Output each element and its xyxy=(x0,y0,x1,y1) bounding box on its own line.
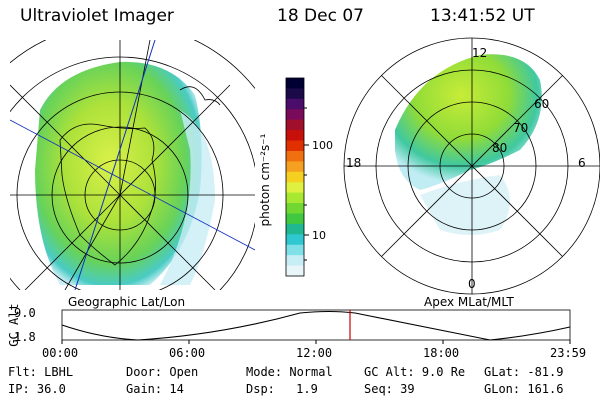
geographic-map xyxy=(10,40,255,290)
param-door: Door: Open xyxy=(126,365,199,379)
colorbar-segment xyxy=(286,182,304,194)
timeline-tick-0: 00:00 xyxy=(42,346,79,360)
timeline-tick-3: 18:00 xyxy=(423,346,460,360)
timeline-ymax: 9.0 xyxy=(14,306,36,320)
param-seq: Seq: 39 xyxy=(364,382,415,396)
colorbar-segment xyxy=(286,88,304,100)
timeline-ylabel: GC Alt xyxy=(7,303,21,347)
param-dsp: Dsp: 1.9 xyxy=(246,382,318,396)
colorbar-segment xyxy=(286,255,304,267)
colorbar-tick-100: 100 xyxy=(312,139,333,152)
param-mode: Mode: Normal xyxy=(246,365,333,379)
colorbar-segment xyxy=(286,98,304,110)
colorbar-segment xyxy=(286,244,304,256)
colorbar-tick-10: 10 xyxy=(312,229,326,242)
mlat-label-60: 60 xyxy=(534,97,550,111)
colorbar-segment xyxy=(286,140,304,152)
colorbar-segment xyxy=(286,150,304,162)
param-gain: Gain: 14 xyxy=(126,382,184,396)
colorbar-segment xyxy=(286,223,304,235)
param-glat: GLat: -81.9 xyxy=(484,365,564,379)
colorbar-segment xyxy=(286,161,304,173)
right-panel-caption: Apex MLat/MLT xyxy=(424,295,514,309)
timeline-tick-4: 23:59 xyxy=(550,346,587,360)
mlt-label-midnight: 0 xyxy=(468,277,476,291)
colorbar-segment xyxy=(286,109,304,121)
mlat-label-80: 80 xyxy=(492,141,508,155)
colorbar-segment xyxy=(286,78,304,89)
colorbar-segment xyxy=(286,130,304,142)
timeline-tick-2: 12:00 xyxy=(296,346,333,360)
colorbar-segment xyxy=(286,265,304,277)
colorbar-segment xyxy=(286,192,304,204)
colorbar-segment xyxy=(286,234,304,246)
image-date: 18 Dec 07 xyxy=(277,6,364,26)
colorbar-segment xyxy=(286,171,304,183)
orbit-altitude-timeline xyxy=(61,309,571,344)
instrument-title: Ultraviolet Imager xyxy=(20,6,174,26)
mlt-label-dusk: 18 xyxy=(346,156,362,170)
mlt-label-noon: 12 xyxy=(472,46,488,60)
colorbar-segment xyxy=(286,119,304,131)
param-filter: Flt: LBHL xyxy=(8,365,74,379)
magnetic-polar-map xyxy=(343,37,600,295)
image-time: 13:41:52 UT xyxy=(430,6,535,26)
timeline-ymin: 1.8 xyxy=(14,330,36,344)
param-gc-alt: GC Alt: 9.0 Re xyxy=(364,365,466,379)
mlat-label-70: 70 xyxy=(513,121,529,135)
param-glon: GLon: 161.6 xyxy=(484,382,564,396)
colorbar-segment xyxy=(286,203,304,214)
timeline-tick-1: 06:00 xyxy=(169,346,206,360)
colorbar-unit-label: photon cm⁻²s⁻¹ xyxy=(258,133,272,227)
mlt-label-dawn: 6 xyxy=(578,156,586,170)
color-scale-bar xyxy=(285,77,309,277)
left-panel-caption: Geographic Lat/Lon xyxy=(68,295,186,309)
param-ip: IP: 36.0 xyxy=(8,382,66,396)
colorbar-segment xyxy=(286,213,304,225)
